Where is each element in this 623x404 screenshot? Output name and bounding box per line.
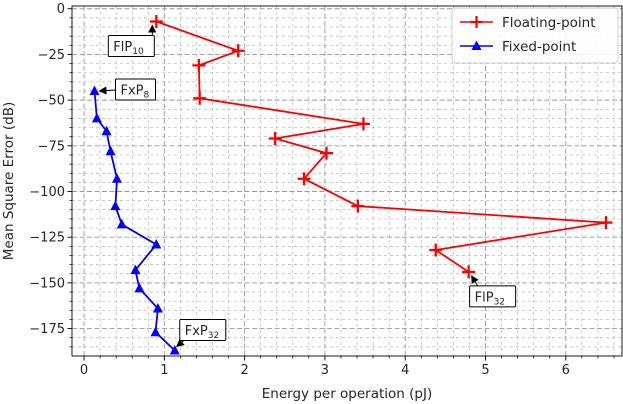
data-point-floating-point	[193, 91, 207, 105]
y-tick-label: −50	[38, 94, 65, 109]
data-point-fixed-point	[101, 125, 112, 136]
annotation-box	[469, 285, 517, 308]
data-point-fixed-point	[111, 173, 122, 183]
data-point-floating-point	[429, 243, 443, 257]
data-point-fixed-point	[134, 282, 145, 293]
data-point-fixed-point	[130, 264, 141, 275]
data-point-fixed-point	[110, 200, 121, 211]
legend-entry-floating-point: Floating-point	[460, 15, 596, 31]
legend-marker-triangle	[471, 40, 482, 50]
y-tick-label: −75	[38, 139, 65, 154]
annotation-label: FlP32	[475, 290, 505, 307]
y-tick-label: −25	[38, 48, 65, 63]
series-line-floating-point	[155, 20, 607, 273]
x-axis-label: Energy per operation (pJ)	[262, 386, 432, 402]
annotation-box	[179, 319, 227, 342]
x-tick-label: 4	[401, 363, 409, 378]
x-tick-label: 1	[160, 363, 168, 378]
legend-label-fixed-point: Fixed-point	[502, 39, 576, 55]
data-point-floating-point	[192, 58, 206, 72]
data-point-fixed-point	[169, 345, 180, 355]
annotation-label: FxP32	[185, 324, 219, 341]
data-point-floating-point	[462, 265, 476, 279]
data-point-floating-point	[351, 199, 365, 213]
data-point-fixed-point	[89, 85, 100, 95]
major-gridlines	[72, 6, 622, 356]
annotation-arrow	[471, 275, 479, 287]
y-tick-label: −125	[29, 231, 65, 246]
data-point-fixed-point	[105, 145, 116, 156]
y-axis-ticks: 0 −25 −50 −75 −100 −125 −150 −175	[29, 2, 72, 348]
y-tick-label: −100	[29, 185, 65, 200]
annotation-label: FlP10	[113, 40, 144, 57]
data-point-floating-point	[268, 132, 282, 146]
data-point-floating-point	[297, 172, 311, 186]
data-point-floating-point	[320, 146, 334, 160]
annotations: FlP10 FxP8 FlP32 FxP32	[98, 24, 517, 348]
y-axis-label: Mean Square Error (dB)	[1, 102, 17, 260]
x-tick-label: 0	[80, 363, 88, 378]
data-point-floating-point	[599, 216, 613, 230]
x-axis-ticks: 0 1 2 3 4 5 6	[80, 356, 615, 378]
legend-entry-fixed-point: Fixed-point	[460, 39, 576, 55]
axes-frame	[71, 5, 623, 357]
data-point-fixed-point	[150, 326, 161, 337]
annotation-box	[114, 78, 156, 101]
data-point-fixed-point	[152, 302, 163, 313]
legend: Floating-point Fixed-point	[451, 7, 619, 64]
legend-label-floating-point: Floating-point	[502, 15, 596, 31]
legend-marker-plus	[470, 16, 483, 28]
y-tick-label: 0	[57, 2, 65, 17]
data-point-fixed-point	[116, 218, 127, 229]
data-point-fixed-point	[91, 112, 102, 123]
y-tick-label: −150	[29, 276, 65, 291]
annotation-label: FxP8	[120, 83, 149, 100]
annotation-arrow	[98, 86, 116, 95]
data-point-floating-point	[356, 117, 370, 131]
data-point-floating-point	[231, 44, 245, 58]
x-tick-label: 3	[321, 363, 329, 378]
data-point-floating-point	[149, 15, 163, 29]
data-point-fixed-point	[151, 239, 162, 249]
x-tick-label: 5	[481, 363, 489, 378]
x-tick-label: 6	[562, 363, 570, 378]
series-layer	[89, 15, 613, 355]
x-tick-label: 2	[240, 363, 248, 378]
y-tick-label: −175	[29, 322, 65, 337]
annotation-arrow	[176, 338, 185, 348]
annotation-box	[107, 35, 155, 58]
legend-box	[451, 7, 619, 64]
